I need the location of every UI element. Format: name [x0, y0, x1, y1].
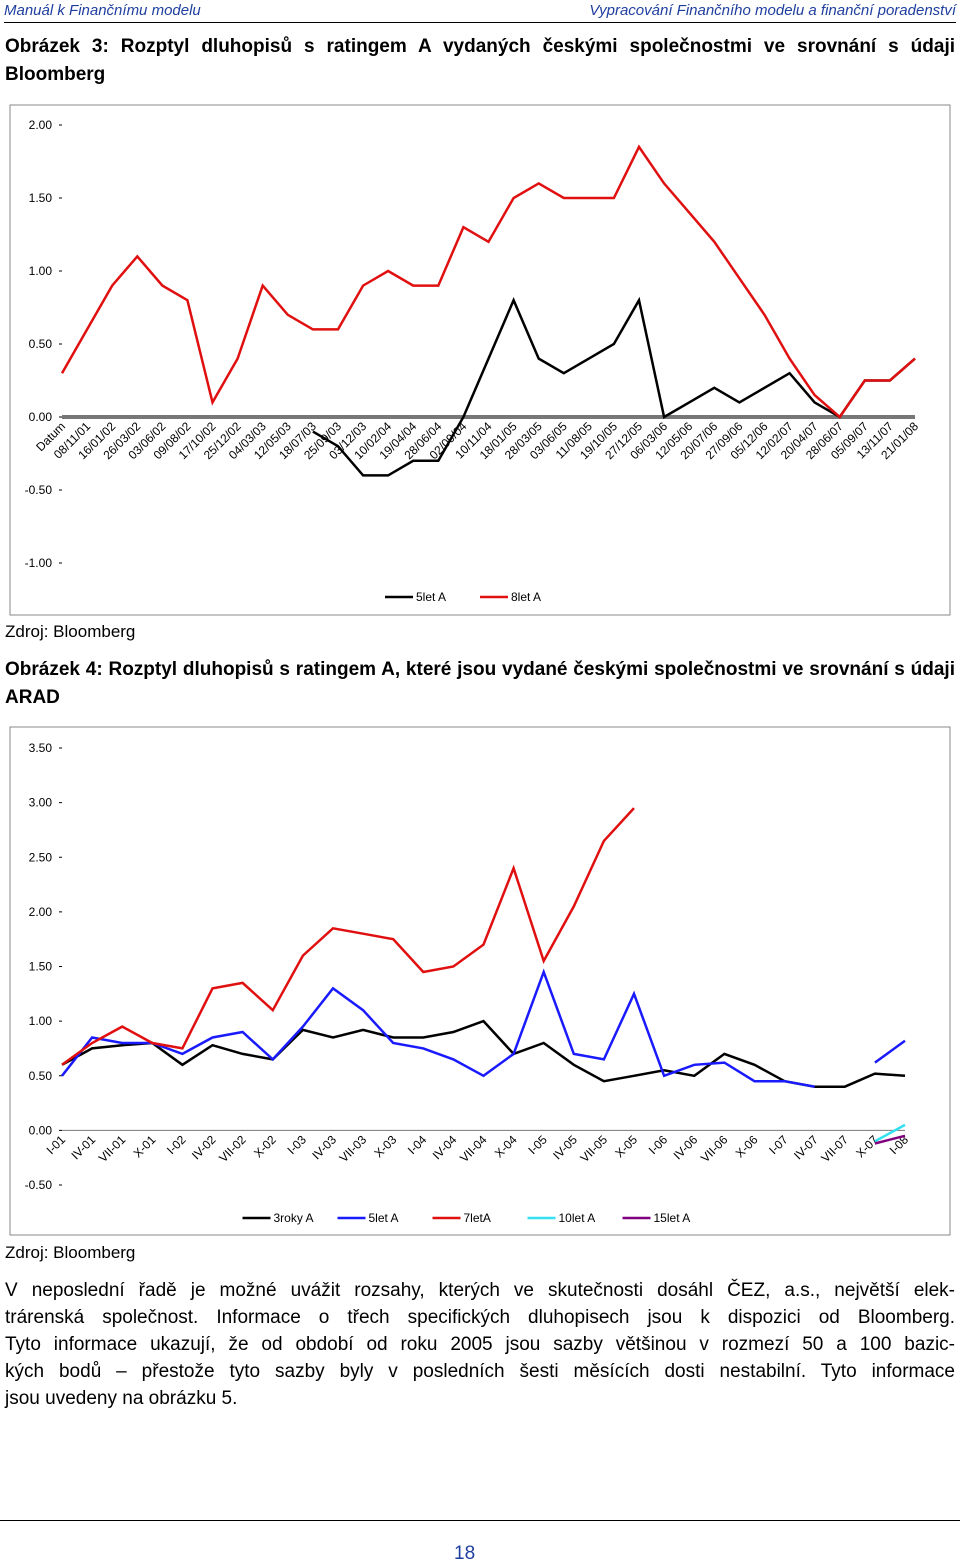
x-tick-label: IV-03: [309, 1132, 339, 1162]
legend-label: 15let A: [654, 1211, 691, 1225]
x-tick-label: I-03: [284, 1132, 309, 1157]
x-tick-label: IV-02: [189, 1132, 219, 1162]
line-series: [61, 1019, 906, 1088]
header: Manuál k Finančnímu modelu Vypracování F…: [4, 0, 956, 23]
y-tick-label: 0.50: [29, 337, 53, 351]
x-tick-label: VII-07: [818, 1132, 851, 1165]
x-tick-label: X-05: [612, 1132, 640, 1160]
legend-label: 7letA: [464, 1211, 491, 1225]
x-tick-label: I-06: [646, 1132, 671, 1157]
y-tick-label: 0.00: [29, 1123, 53, 1137]
line-series: [312, 296, 916, 477]
x-tick-label: X-01: [131, 1132, 159, 1160]
y-tick-label: 1.50: [29, 960, 53, 974]
y-tick-label: -0.50: [25, 483, 53, 497]
legend-label: 8let A: [511, 590, 541, 604]
x-tick-label: I-04: [405, 1132, 430, 1157]
text-line: jsou uvedeny na obrázku 5.: [5, 1388, 238, 1409]
y-tick-label: 1.00: [29, 264, 53, 278]
y-tick-label: 0.50: [29, 1069, 53, 1083]
text-line: Tyto informace ukazují, že od období od …: [5, 1334, 955, 1355]
x-tick-label: X-04: [492, 1132, 520, 1160]
x-tick-label: X-07: [853, 1132, 881, 1160]
chart: -0.50 0.00 0.50 1.00 1.50 2.00 2.50 3.00 3.50 I-0…: [9, 726, 951, 1236]
x-tick-label: VII-05: [578, 1132, 611, 1165]
x-tick-label: VII-01: [96, 1132, 129, 1165]
y-tick-label: 3.00: [29, 796, 53, 810]
paragraph: V neposlední řadě je možné uvážit rozsah…: [5, 1277, 955, 1412]
y-tick-label: 0.00: [29, 410, 53, 424]
line-series: [874, 1134, 906, 1145]
header-left: Manuál k Finančnímu modelu: [4, 2, 201, 19]
chart-frame: [9, 726, 951, 1236]
line-series: [874, 1123, 906, 1143]
chart-frame: [9, 104, 951, 616]
caption: Obrázek 4: Rozptyl dluhopisů s ratingem …: [5, 659, 955, 708]
line-series: [61, 807, 635, 1066]
y-tick-label: 2.00: [29, 905, 53, 919]
x-tick-label: IV-01: [69, 1132, 99, 1162]
line-series: [61, 968, 906, 1088]
x-tick-label: VII-03: [337, 1132, 370, 1165]
x-tick-label: IV-05: [550, 1132, 580, 1162]
y-tick-label: -1.00: [25, 556, 53, 570]
source: Zdroj: Bloomberg: [5, 622, 136, 641]
legend-label: 5let A: [416, 590, 446, 604]
source: Zdroj: Bloomberg: [5, 1243, 136, 1262]
text-line: trárenská společnost. Informace o třech …: [5, 1307, 955, 1328]
chart: -1.00-0.500.000.501.001.502.00Datum08/11…: [9, 104, 951, 616]
footer: 18: [0, 1520, 960, 1564]
legend-label: 10let A: [559, 1211, 596, 1225]
page-number: 18: [454, 1543, 476, 1564]
y-tick-label: -0.50: [25, 1178, 53, 1192]
y-tick-label: 1.50: [29, 191, 53, 205]
x-tick-label: IV-07: [791, 1132, 821, 1162]
text-line: V neposlední řadě je možné uvážit rozsah…: [5, 1280, 955, 1301]
x-tick-label: VII-06: [698, 1132, 731, 1165]
legend-label: 3roky A: [274, 1211, 314, 1225]
x-tick-label: VII-02: [216, 1132, 249, 1165]
line-series: [60, 144, 916, 419]
legend-label: 5let A: [369, 1211, 399, 1225]
text-line: kých bodů – přestože tyto sazby byly v p…: [5, 1361, 955, 1382]
x-tick-label: VII-04: [457, 1132, 490, 1165]
y-tick-label: 2.50: [29, 850, 53, 864]
y-tick-label: 3.50: [29, 741, 53, 755]
x-tick-label: IV-06: [671, 1132, 701, 1162]
header-right: Vypracování Finančního modelu a finanční…: [589, 2, 956, 19]
x-tick-label: X-06: [733, 1132, 761, 1160]
x-tick-label: I-02: [164, 1132, 189, 1157]
x-tick-label: IV-04: [430, 1132, 460, 1162]
y-tick-label: 2.00: [29, 118, 53, 132]
x-tick-label: X-02: [251, 1132, 279, 1160]
x-tick-label: X-03: [371, 1132, 399, 1160]
x-tick-label: I-07: [766, 1132, 791, 1157]
x-tick-label: I-05: [525, 1132, 550, 1157]
y-tick-label: 1.00: [29, 1014, 53, 1028]
caption: Obrázek 3: Rozptyl dluhopisů s ratingem …: [5, 36, 955, 85]
